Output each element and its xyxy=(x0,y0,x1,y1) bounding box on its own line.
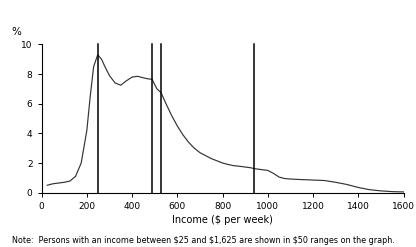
Text: Note:  Persons with an income between $25 and $1,625 are shown in $50 ranges on : Note: Persons with an income between $25… xyxy=(12,236,395,245)
Text: %: % xyxy=(11,27,21,37)
X-axis label: Income ($ per week): Income ($ per week) xyxy=(172,215,273,225)
